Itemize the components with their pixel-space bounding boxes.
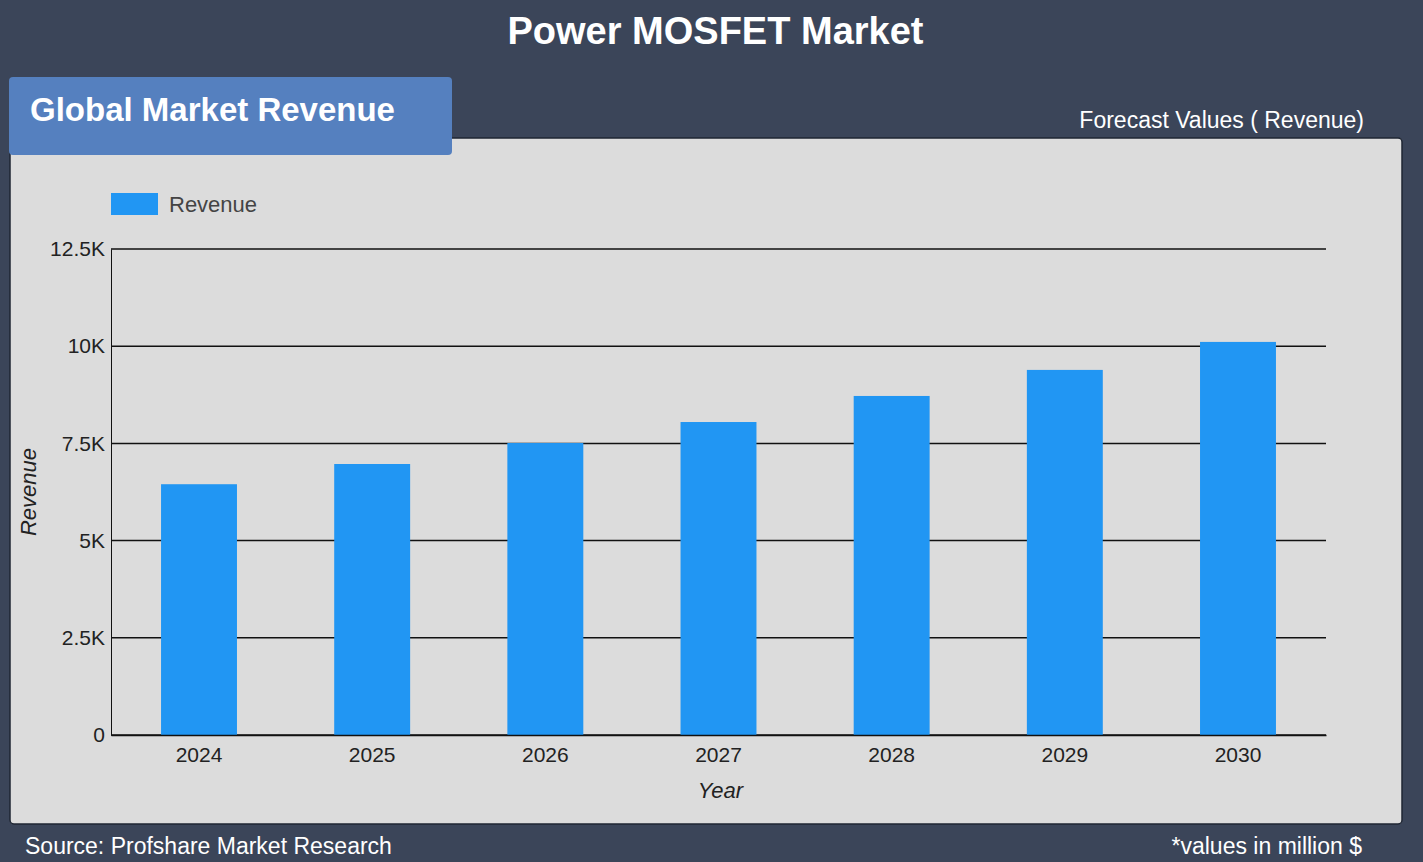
legend-label: Revenue	[169, 192, 257, 217]
x-tick-label: 2028	[868, 743, 915, 766]
panel	[10, 138, 1402, 824]
bar	[1027, 370, 1103, 735]
bar	[507, 443, 583, 735]
y-tick: 12.5K	[50, 237, 111, 260]
subtitle-box	[9, 77, 452, 155]
y-tick: 7.5K	[62, 432, 111, 455]
y-tick-label: 2.5K	[62, 626, 105, 649]
bar	[334, 464, 410, 735]
annotation: *values in million $	[1172, 833, 1363, 859]
y-tick: 2.5K	[62, 626, 111, 649]
grid-line	[111, 248, 1326, 250]
x-tick-label: 2029	[1041, 743, 1088, 766]
x-tick: 2028	[868, 735, 915, 766]
y-tick: 0	[93, 723, 111, 746]
annotation: Forecast Values ( Revenue)	[1079, 107, 1364, 133]
x-tick-label: 2027	[695, 743, 742, 766]
bars	[161, 342, 1276, 735]
grid	[111, 249, 1326, 735]
x-tick: 2027	[695, 735, 742, 766]
bar	[681, 422, 757, 735]
x-tick: 2024	[176, 735, 223, 766]
y-tick-label: 0	[93, 723, 105, 746]
title: Power MOSFET Market	[508, 10, 924, 52]
y-axis-line	[111, 250, 112, 736]
legend-swatch	[111, 193, 158, 215]
y-tick: 10K	[68, 334, 111, 357]
x-tick: 2030	[1215, 735, 1262, 766]
bar	[854, 396, 930, 735]
x-tick-label: 2024	[176, 743, 223, 766]
x-axis: 2024 2025 2026 2027 2028 2029 2030	[112, 735, 1327, 766]
y-axis-title: Revenue	[16, 448, 41, 536]
subtitle: Global Market Revenue	[30, 91, 395, 128]
y-tick-label: 12.5K	[50, 237, 105, 260]
legend: Revenue	[111, 192, 257, 217]
grid-line	[111, 345, 1326, 347]
background	[0, 0, 1423, 862]
chart-root: Power MOSFET Market Global Market Revenue…	[0, 0, 1423, 862]
bar	[1200, 342, 1276, 735]
y-tick-label: 10K	[68, 334, 105, 357]
y-tick-label: 7.5K	[62, 432, 105, 455]
x-tick: 2029	[1041, 735, 1088, 766]
x-tick: 2026	[522, 735, 569, 766]
y-axis: 0 2.5K 5K 7.5K 10K 12.5K	[50, 237, 111, 746]
x-tick-label: 2030	[1215, 743, 1262, 766]
x-tick-label: 2026	[522, 743, 569, 766]
y-tick-label: 5K	[79, 529, 105, 552]
x-axis-title: Year	[698, 778, 745, 803]
x-tick: 2025	[349, 735, 396, 766]
bar	[161, 484, 237, 735]
x-axis-line	[112, 735, 1327, 737]
annotation: Source: Profshare Market Research	[25, 833, 392, 859]
x-tick-label: 2025	[349, 743, 396, 766]
y-tick: 5K	[79, 529, 111, 552]
